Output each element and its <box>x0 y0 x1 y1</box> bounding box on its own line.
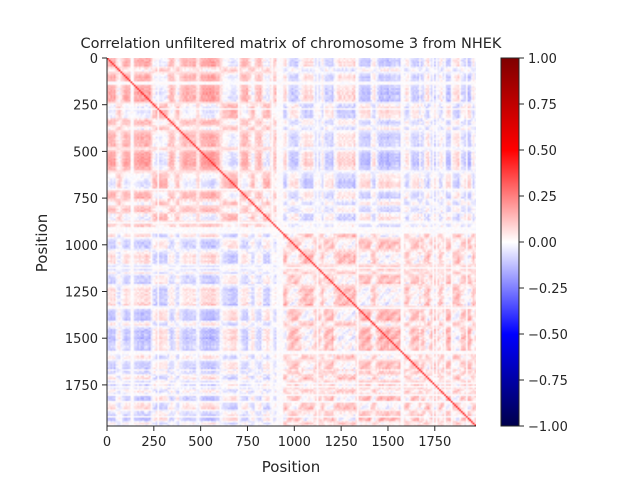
colorbar-tick-label: 0.25 <box>528 190 557 205</box>
colorbar-tick-label: −0.50 <box>528 328 568 343</box>
colorbar-tick-label: −0.75 <box>528 374 568 389</box>
y-tick-label: 500 <box>73 145 98 160</box>
x-axis-ticks: 0 250 500 750 1000 1250 1500 1750 <box>103 426 451 450</box>
colorbar-tick-label: 0.00 <box>528 236 557 251</box>
chart-title: Correlation unfiltered matrix of chromos… <box>81 36 502 52</box>
colorbar-tick-label: 0.75 <box>528 98 557 113</box>
y-axis-ticks: 0 250 500 750 1000 1250 1500 1750 <box>65 52 107 394</box>
heatmap-image <box>107 58 476 426</box>
colorbar-ticks: 1.00 0.75 0.50 0.25 0.00 −0.25 −0.50 −0.75 −1.00 <box>519 52 568 435</box>
x-tick-label: 500 <box>188 435 213 450</box>
x-axis-label: Position <box>262 458 320 476</box>
x-tick-label: 750 <box>235 435 260 450</box>
y-tick-label: 750 <box>73 192 98 207</box>
y-tick-label: 1250 <box>65 286 98 301</box>
plot-area <box>106 58 476 427</box>
y-axis-label: Position <box>33 214 51 272</box>
x-tick-label: 1750 <box>418 435 451 450</box>
colorbar-tick-label: 0.50 <box>528 144 557 159</box>
colorbar-tick-label: −1.00 <box>528 420 568 435</box>
x-tick-label: 1000 <box>278 435 311 450</box>
x-tick-label: 0 <box>103 435 111 450</box>
colorbar-tick-label: 1.00 <box>528 52 557 67</box>
colorbar: 1.00 0.75 0.50 0.25 0.00 −0.25 −0.50 −0.75 −1.00 <box>500 52 568 435</box>
x-tick-label: 1500 <box>371 435 404 450</box>
y-tick-label: 1750 <box>65 379 98 394</box>
y-tick-label: 250 <box>73 99 98 114</box>
y-tick-label: 1500 <box>65 332 98 347</box>
x-tick-label: 1250 <box>325 435 358 450</box>
y-tick-label: 0 <box>90 52 98 67</box>
x-tick-label: 250 <box>141 435 166 450</box>
colorbar-tick-label: −0.25 <box>528 282 568 297</box>
colorbar-gradient <box>500 57 520 427</box>
y-tick-label: 1000 <box>65 239 98 254</box>
